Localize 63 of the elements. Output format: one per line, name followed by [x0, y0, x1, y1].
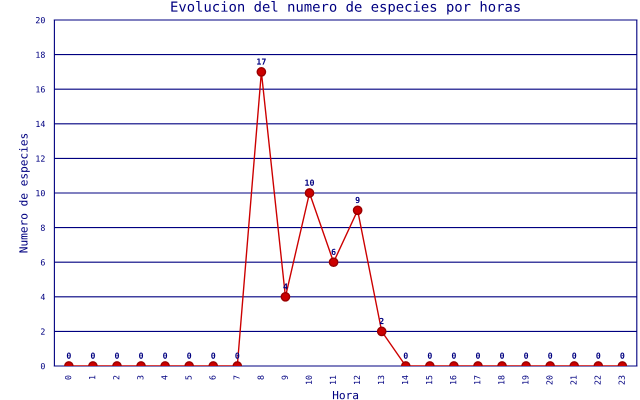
x-tick-label: 21	[570, 376, 577, 384]
data-label: 0	[114, 352, 119, 359]
x-axis-title: Hora	[332, 391, 358, 400]
data-label: 0	[163, 352, 168, 359]
x-tick-label: 19	[522, 376, 529, 384]
data-label: 0	[211, 352, 216, 359]
y-tick-label: 4	[40, 294, 45, 300]
x-tick-label: 22	[594, 376, 601, 384]
y-tick-label: 6	[40, 259, 45, 266]
data-label: 0	[620, 352, 624, 359]
x-tick-label: 7	[234, 376, 240, 380]
point	[328, 257, 338, 268]
y-axis-title: Numero de especies	[19, 134, 30, 252]
data-label: 10	[305, 180, 314, 186]
point	[352, 205, 362, 216]
y-tick-label: 8	[40, 224, 45, 231]
data-label: 6	[332, 248, 336, 256]
x-tick-label: 12	[354, 376, 360, 384]
data-label: 0	[428, 352, 432, 359]
x-tick-label: 18	[498, 376, 504, 384]
data-label: 0	[548, 352, 552, 359]
data-label: 0	[90, 352, 95, 359]
data-label: 17	[257, 58, 266, 65]
chart-title: Evolucion del numero de especies por horas	[171, 1, 520, 15]
y-tick-label: 18	[36, 52, 45, 58]
x-tick-label: 13	[378, 376, 384, 384]
x-tick-label: 1	[89, 376, 96, 380]
x-tick-label: 5	[185, 376, 192, 380]
data-label: 0	[139, 352, 144, 359]
x-tick-label: 2	[113, 376, 120, 380]
y-tick-label: 10	[36, 190, 45, 196]
y-tick-label: 0	[40, 363, 45, 370]
point	[304, 188, 314, 198]
x-tick-label: 4	[161, 375, 168, 380]
x-tick-label: 8	[258, 376, 264, 380]
y-tick-label: 14	[36, 120, 45, 127]
data-label: 0	[500, 352, 504, 359]
x-tick-label: 16	[450, 376, 456, 384]
data-label: 0	[404, 352, 408, 359]
data-label: 0	[572, 352, 576, 359]
data-label: 0	[187, 352, 192, 359]
point	[280, 292, 290, 302]
x-tick-label: 15	[426, 376, 432, 384]
y-tick-label: 12	[36, 155, 45, 162]
data-label: 0	[524, 352, 528, 359]
x-tick-label: 17	[474, 376, 480, 384]
data-label: 0	[476, 352, 480, 359]
x-tick-label: 0	[64, 376, 72, 380]
data-label: 0	[452, 352, 456, 359]
x-tick-label: 9	[282, 376, 288, 380]
y-tick-label: 2	[40, 328, 45, 335]
x-tick-label: 20	[546, 376, 553, 384]
y-tick-label: 20	[36, 17, 45, 24]
x-tick-label: 14	[402, 375, 408, 384]
data-label: 0	[596, 352, 600, 359]
x-tick-label: 23	[618, 376, 625, 384]
x-tick-label: 11	[330, 376, 336, 384]
data-label: 9	[356, 196, 360, 204]
y-tick-label: 16	[36, 86, 45, 93]
x-tick-label: 3	[137, 376, 144, 380]
x-tick-label: 10	[306, 376, 312, 384]
data-label: 0	[66, 352, 71, 359]
x-tick-label: 6	[209, 376, 216, 380]
